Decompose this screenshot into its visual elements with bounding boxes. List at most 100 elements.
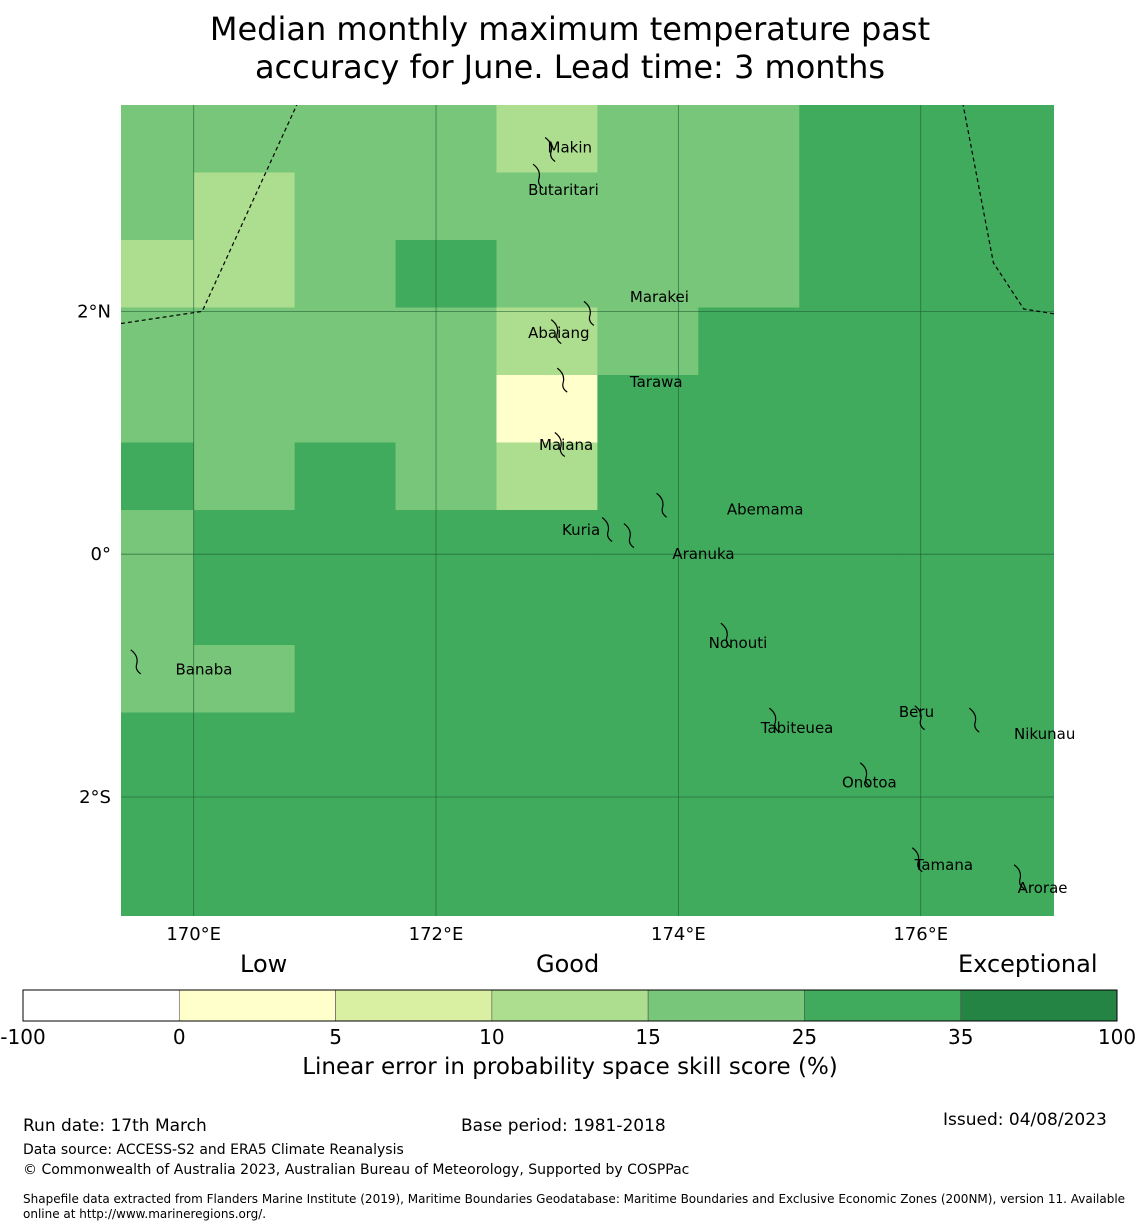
grid-cell [799, 442, 901, 511]
grid-cell [294, 307, 397, 376]
grid-cell [597, 105, 699, 174]
grid-cell [698, 712, 800, 781]
grid-cell [496, 172, 599, 241]
grid-cell [900, 712, 1002, 781]
grid-cell [597, 712, 699, 781]
shapefile-credit-line-2: online at http://www.marineregions.org/. [23, 1207, 267, 1221]
issued-date: Issued: 04/08/2023 [943, 1110, 1107, 1130]
grid-cell [294, 375, 397, 444]
island-outline [130, 649, 142, 675]
grid-cell [597, 172, 699, 241]
island-outline [532, 163, 544, 189]
grid-cell [1001, 847, 1054, 916]
grid-cell [900, 442, 1002, 511]
island-outline [859, 762, 871, 788]
grid-cell [121, 442, 195, 511]
grid-cell [799, 240, 901, 309]
grid-cell [1001, 375, 1054, 444]
grid-cell [395, 240, 498, 309]
grid-cell [395, 915, 498, 916]
grid-cell [597, 375, 699, 444]
colorbar-tick-label: 25 [792, 1025, 817, 1049]
colorbar-tick-label: 0 [173, 1025, 186, 1049]
grid-cell [395, 847, 498, 916]
grid-cell [597, 577, 699, 646]
grid-cell [294, 577, 397, 646]
grid-cell [698, 375, 800, 444]
lon-tick-label: 170°E [166, 924, 221, 945]
grid-cell [496, 577, 599, 646]
island-label: Beru [899, 703, 934, 721]
colorbar-tick-label: 10 [479, 1025, 504, 1049]
grid-cell [597, 307, 699, 376]
grid-cell [1001, 172, 1054, 241]
grid-cell [799, 780, 901, 849]
grid-cell [1001, 712, 1054, 781]
island-outline [968, 707, 980, 733]
grid-cell [799, 577, 901, 646]
grid-cell [698, 307, 800, 376]
grid-cell [121, 307, 195, 376]
colorbar-bin [960, 989, 1118, 1022]
grid-cell [294, 105, 397, 174]
island-label: Tabiteuea [760, 719, 834, 737]
grid-cell [1001, 780, 1054, 849]
grid-cell [294, 442, 397, 511]
colorbar-tick-labels: -100 0 5 10 15 25 35 100 [0, 1025, 1136, 1049]
grid-cell [698, 240, 800, 309]
island-outline [601, 517, 613, 542]
grid-cell [121, 645, 195, 714]
island-label: Nonouti [709, 634, 768, 652]
colorbar-bin [178, 989, 336, 1022]
island-outline [550, 319, 562, 345]
copyright: © Commonwealth of Australia 2023, Austra… [23, 1162, 690, 1178]
grid-cell [395, 780, 498, 849]
grid-cell [193, 712, 296, 781]
grid-cell [121, 712, 195, 781]
grid-cell [900, 510, 1002, 579]
grid-cell [698, 172, 800, 241]
grid-cell [799, 307, 901, 376]
grid-cell [1001, 645, 1054, 714]
colorbar-frame [22, 989, 1118, 1022]
grid-cell [395, 307, 498, 376]
grid-cell [698, 645, 800, 714]
colorbar-tick-label: 100 [1098, 1025, 1136, 1049]
grid-cell [121, 577, 195, 646]
grid-cell [496, 375, 599, 444]
grid-cell [799, 847, 901, 916]
grid-cell [799, 915, 901, 916]
grid-cell [121, 375, 195, 444]
grid-cell [1001, 915, 1054, 916]
title-line-1: Median monthly maximum temperature past [209, 10, 931, 48]
grid-cell [597, 780, 699, 849]
grid-cell [121, 172, 195, 241]
lat-tick-label: 2°S [79, 787, 111, 808]
grid-cell [597, 915, 699, 916]
grid-cell [799, 645, 901, 714]
skill-grid [121, 105, 1054, 916]
island-label: Maiana [539, 436, 593, 454]
grid-cell [496, 712, 599, 781]
axis-tick-labels: 170°E 172°E 174°E 176°E 2°N 0° 2°S [77, 301, 948, 945]
shapefile-credit-line-1: Shapefile data extracted from Flanders M… [23, 1192, 1126, 1206]
grid-cell [698, 510, 800, 579]
grid-cell [121, 105, 195, 174]
base-period: Base period: 1981-2018 [461, 1116, 666, 1136]
grid-cell [597, 240, 699, 309]
grid-cell [799, 712, 901, 781]
grid-cell [597, 442, 699, 511]
boundary-west [121, 105, 298, 325]
grid-cell [294, 712, 397, 781]
grid-cell [395, 577, 498, 646]
grid-cell [395, 510, 498, 579]
grid-cell [597, 510, 699, 579]
category-good-label: Good [536, 950, 600, 978]
grid-cell [799, 172, 901, 241]
grid-cell [294, 645, 397, 714]
lat-tick-label: 0° [91, 544, 111, 565]
grid-cell [395, 375, 498, 444]
colorbar-tick-label: 5 [329, 1025, 342, 1049]
colorbar-bin [22, 989, 180, 1022]
grid-cell [496, 240, 599, 309]
